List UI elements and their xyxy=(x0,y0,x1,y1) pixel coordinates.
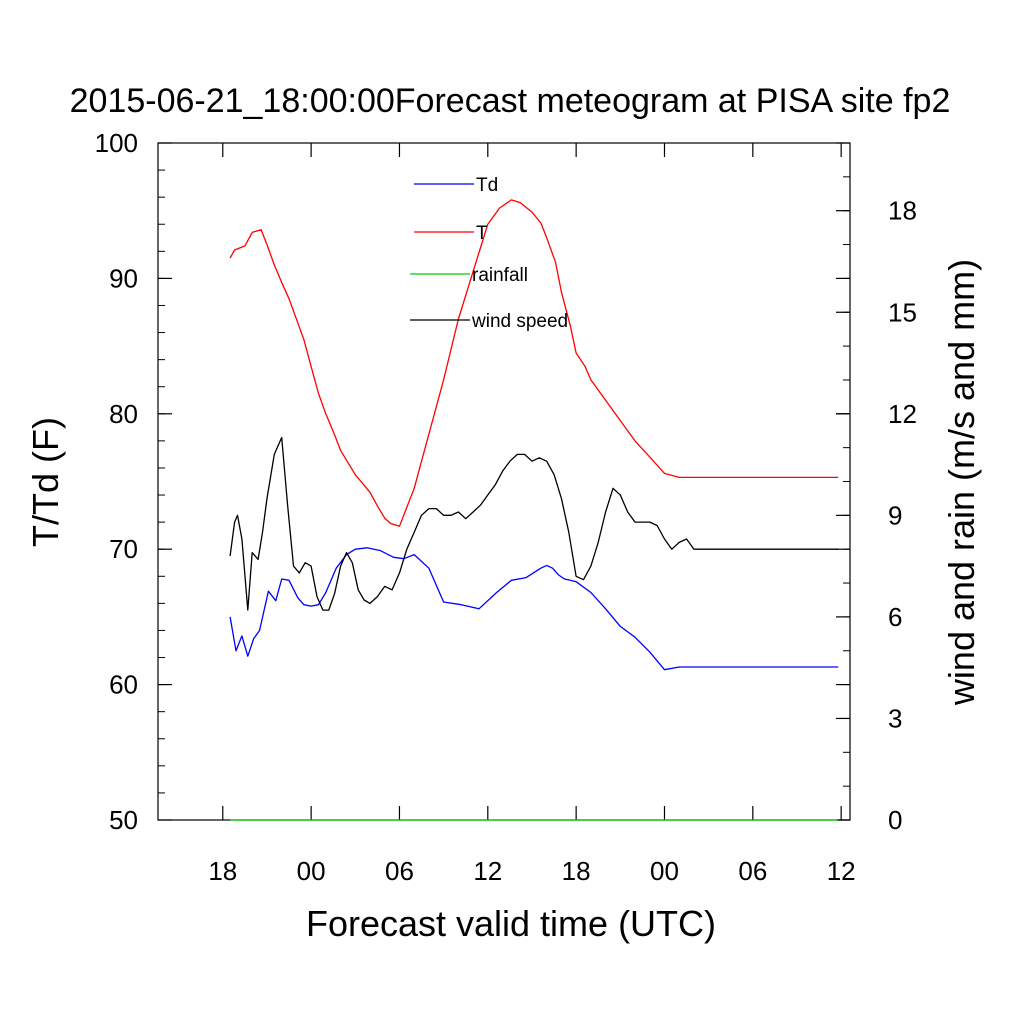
x-axis-title: Forecast valid time (UTC) xyxy=(306,903,716,944)
legend-label-td: Td xyxy=(476,175,498,196)
y-left-tick-label: 50 xyxy=(109,805,138,835)
y-right-tick-label: 12 xyxy=(888,399,917,429)
legend-label-t: T xyxy=(476,223,488,244)
series-line-wind-speed xyxy=(229,436,839,611)
y-right-tick-label: 15 xyxy=(888,297,917,327)
x-tick-label: 00 xyxy=(650,856,679,886)
y-right-tick-label: 18 xyxy=(888,196,917,226)
x-tick-label: 12 xyxy=(473,856,502,886)
series-layer xyxy=(229,199,839,821)
y-axis-title-left: T/Td (F) xyxy=(25,417,66,547)
plot-frame xyxy=(157,142,851,821)
y-right-tick-label: 3 xyxy=(888,703,902,733)
y-left-tick-label: 100 xyxy=(95,128,138,158)
series-line-td xyxy=(229,547,839,671)
chart-title: 2015-06-21_18:00:00Forecast meteogram at… xyxy=(70,82,951,120)
y-axis-title-right: wind and rain (m/s and mm) xyxy=(941,259,982,706)
x-tick-label: 18 xyxy=(562,856,591,886)
y-left-tick-label: 90 xyxy=(109,263,138,293)
legend-label-wind-speed: wind speed xyxy=(471,311,568,332)
legend-label-rainfall: rainfall xyxy=(472,265,528,286)
axis-ticks: 50 60 70 80 90 100 0 3 6 9 12 15 18 18 00 06 12 18 00 06 12 xyxy=(95,128,917,886)
x-tick-label: 18 xyxy=(208,856,237,886)
y-left-tick-label: 70 xyxy=(109,534,138,564)
x-tick-label: 00 xyxy=(297,856,326,886)
series-line-t xyxy=(229,199,839,527)
y-left-tick-label: 80 xyxy=(109,399,138,429)
plot-border xyxy=(157,142,851,821)
x-tick-label: 06 xyxy=(738,856,767,886)
y-left-tick-label: 60 xyxy=(109,670,138,700)
x-tick-label: 12 xyxy=(827,856,856,886)
y-right-tick-label: 6 xyxy=(888,602,902,632)
x-tick-label: 06 xyxy=(385,856,414,886)
y-right-tick-label: 9 xyxy=(888,500,902,530)
y-right-tick-label: 0 xyxy=(888,805,902,835)
